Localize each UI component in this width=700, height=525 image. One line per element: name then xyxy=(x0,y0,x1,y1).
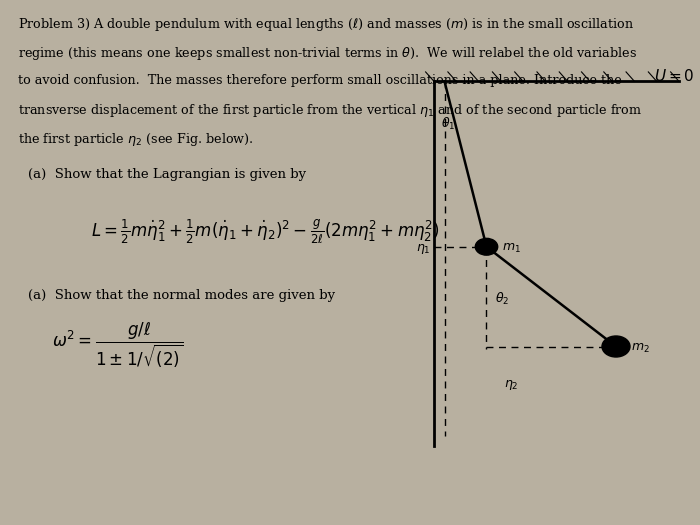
Text: transverse displacement of the first particle from the vertical $\eta_1$ and of : transverse displacement of the first par… xyxy=(18,102,642,119)
Text: $L = \frac{1}{2}m\dot{\eta}_1^2 + \frac{1}{2}m(\dot{\eta}_1 + \dot{\eta}_2)^2 - : $L = \frac{1}{2}m\dot{\eta}_1^2 + \frac{… xyxy=(91,218,440,246)
Text: to avoid confusion.  The masses therefore perform small oscillations in a plane.: to avoid confusion. The masses therefore… xyxy=(18,74,622,87)
Circle shape xyxy=(602,336,630,357)
Text: $m_1$: $m_1$ xyxy=(502,242,521,255)
Text: $\eta_1$: $\eta_1$ xyxy=(416,242,431,256)
Text: $\theta_2$: $\theta_2$ xyxy=(495,291,509,308)
Text: $m_2$: $m_2$ xyxy=(631,342,650,355)
Text: $\theta_1$: $\theta_1$ xyxy=(441,116,456,132)
Text: (a)  Show that the Lagrangian is given by: (a) Show that the Lagrangian is given by xyxy=(28,168,306,181)
Text: $U = 0$: $U = 0$ xyxy=(654,68,695,84)
Circle shape xyxy=(475,238,498,255)
Text: $\eta_2$: $\eta_2$ xyxy=(504,378,519,392)
Text: Problem 3) A double pendulum with equal lengths ($\ell$) and masses ($m$) is in : Problem 3) A double pendulum with equal … xyxy=(18,16,634,33)
Text: regime (this means one keeps smallest non-trivial terms in $\theta$).  We will r: regime (this means one keeps smallest no… xyxy=(18,45,636,61)
Text: (a)  Show that the normal modes are given by: (a) Show that the normal modes are given… xyxy=(28,289,335,302)
Text: the first particle $\eta_2$ (see Fig. below).: the first particle $\eta_2$ (see Fig. be… xyxy=(18,131,253,148)
Text: $\omega^2 = \dfrac{g/\ell}{1 \pm 1/\sqrt{(2)}}$: $\omega^2 = \dfrac{g/\ell}{1 \pm 1/\sqrt… xyxy=(52,320,184,370)
